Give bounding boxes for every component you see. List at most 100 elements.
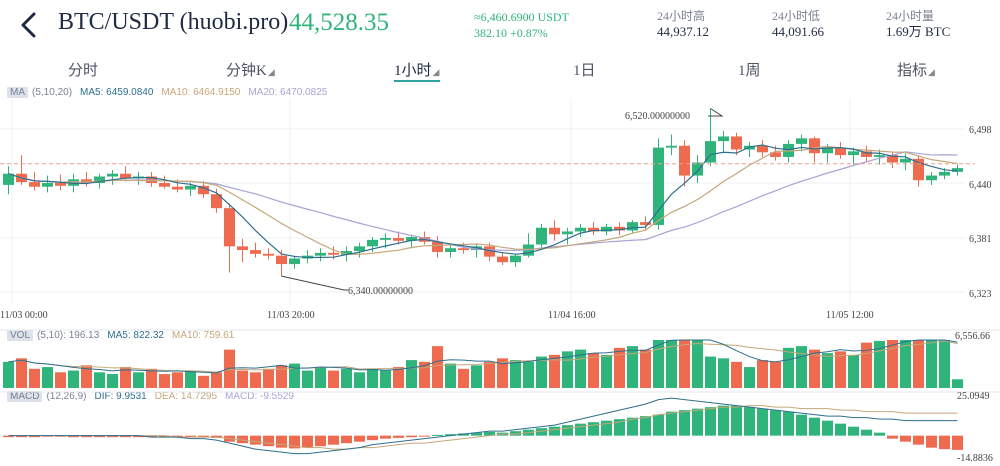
volume-bar bbox=[55, 372, 66, 388]
macd-histogram-bar bbox=[575, 423, 586, 436]
tab-minute-k[interactable]: 分钟K◢ bbox=[226, 59, 275, 80]
macd-legend: MACD (12,26,9) DIF: 9.9531 DEA: 14.7295 MACD… bbox=[7, 391, 302, 402]
volume-bar bbox=[237, 370, 248, 388]
volume-bar bbox=[315, 367, 326, 388]
chevron-left-icon bbox=[21, 12, 36, 38]
macd-histogram-bar bbox=[68, 435, 79, 438]
macd-histogram-bar bbox=[315, 435, 326, 447]
vol-ma5-line bbox=[8, 339, 958, 374]
volume-bar bbox=[692, 340, 703, 388]
volume-bar bbox=[81, 365, 92, 388]
candle-body bbox=[289, 258, 300, 265]
volume-bar bbox=[393, 367, 404, 388]
tab-1-week[interactable]: 1周 bbox=[738, 59, 761, 80]
volume-bar bbox=[432, 346, 443, 388]
volume-bar bbox=[575, 349, 586, 388]
volume-bar bbox=[718, 358, 729, 388]
volume-bar bbox=[744, 367, 755, 388]
ma-tag[interactable]: MA bbox=[7, 87, 28, 98]
candle-body bbox=[55, 183, 66, 186]
candle-body bbox=[952, 168, 963, 172]
candle-body bbox=[211, 194, 222, 209]
volume-bar bbox=[900, 340, 911, 388]
price-axis: 6,498 6,440 6,381 6,323 bbox=[969, 125, 992, 300]
tab-indicators[interactable]: 指标◢ bbox=[897, 59, 935, 80]
vol-tag[interactable]: VOL bbox=[7, 330, 34, 341]
tab-timeshare[interactable]: 分时 bbox=[68, 59, 98, 80]
macd-histogram-bar bbox=[939, 435, 950, 450]
low-annotation: 6,340.00000000 bbox=[348, 286, 413, 297]
tab-1-hour[interactable]: 1小时◢ bbox=[394, 59, 439, 80]
dropdown-caret-icon: ◢ bbox=[267, 67, 275, 77]
volume-bar bbox=[380, 370, 391, 388]
volume-bar bbox=[16, 358, 27, 388]
price-conversion: ≈6,460.6900 USDT 382.10 +0.87% bbox=[474, 9, 569, 41]
macd-axis-max: 25.0949 bbox=[957, 391, 990, 402]
volume-bar bbox=[952, 379, 963, 388]
volume-bar bbox=[783, 347, 794, 388]
back-button[interactable] bbox=[16, 10, 42, 40]
volume-bar bbox=[874, 340, 885, 388]
volume-bar bbox=[809, 349, 820, 388]
volume-bar bbox=[666, 340, 677, 388]
pair-title: BTC/USDT (huobi.pro) bbox=[58, 9, 289, 35]
macd-histogram-bar bbox=[549, 426, 560, 436]
dropdown-caret-icon: ◢ bbox=[928, 67, 935, 77]
candle-body bbox=[692, 162, 703, 176]
volume-bar bbox=[835, 351, 846, 388]
stat-24h-high: 24小时高 44,937.12 bbox=[657, 8, 709, 40]
volume-bar bbox=[250, 372, 261, 388]
price-tick: 6,440 bbox=[969, 180, 992, 191]
volume-bar bbox=[627, 346, 638, 388]
volume-bar bbox=[484, 361, 495, 388]
converted-price: ≈6,460.6900 USDT bbox=[474, 10, 569, 24]
macd-histogram-bar bbox=[198, 435, 209, 438]
vol-params: (5,10): 196.13 bbox=[37, 330, 100, 341]
volume-axis-max: 6,556.66 bbox=[955, 331, 990, 342]
macd-histogram-bar bbox=[952, 435, 963, 450]
price-tick: 6,381 bbox=[969, 234, 992, 245]
candle-body bbox=[640, 222, 651, 225]
stat-24h-volume: 24小时量 1.69万 BTC bbox=[886, 8, 950, 40]
macd-histogram-bar bbox=[341, 435, 352, 444]
volume-bar bbox=[68, 370, 79, 388]
macd-params: (12,26,9) bbox=[46, 391, 87, 402]
macd-histogram-bar bbox=[770, 410, 781, 436]
candle-body bbox=[393, 237, 404, 241]
macd-histogram-bar bbox=[510, 431, 521, 436]
macd-dea-line bbox=[8, 405, 958, 450]
volume-bar bbox=[536, 356, 547, 388]
macd-histogram-bar bbox=[484, 431, 495, 436]
candle-body bbox=[770, 152, 781, 157]
candles bbox=[3, 108, 963, 277]
macd-histogram-bar bbox=[3, 435, 14, 438]
high-annotation-leader bbox=[708, 108, 724, 117]
macd-histogram-bar bbox=[614, 419, 625, 436]
macd-histogram-bar bbox=[120, 435, 131, 438]
macd-histogram-bar bbox=[809, 417, 820, 436]
macd-histogram-bar bbox=[666, 411, 677, 436]
macd-histogram-bar bbox=[328, 435, 339, 445]
macd-histogram-bar bbox=[861, 429, 872, 436]
candle-body bbox=[822, 147, 833, 154]
macd-histogram-bar bbox=[159, 435, 170, 438]
macd-histogram-bar bbox=[744, 407, 755, 436]
macd-histogram-bar bbox=[81, 435, 92, 438]
candle-body bbox=[328, 252, 339, 255]
macd-histogram-bar bbox=[874, 432, 885, 436]
volume-bar bbox=[640, 349, 651, 388]
macd-histogram-bar bbox=[835, 423, 846, 436]
ma-params: (5,10,20) bbox=[32, 87, 73, 98]
candle-body bbox=[367, 239, 378, 247]
candle-body bbox=[731, 136, 742, 150]
tab-1-day[interactable]: 1日 bbox=[573, 59, 596, 80]
macd-histogram-bar bbox=[432, 434, 443, 436]
candle-body bbox=[29, 182, 40, 187]
macd-histogram-bar bbox=[380, 435, 391, 439]
macd-histogram-bar bbox=[250, 435, 261, 445]
macd-histogram-bar bbox=[419, 435, 430, 437]
volume-bar bbox=[289, 363, 300, 388]
tab-label: 分钟K bbox=[226, 63, 267, 79]
macd-tag[interactable]: MACD bbox=[7, 391, 43, 402]
